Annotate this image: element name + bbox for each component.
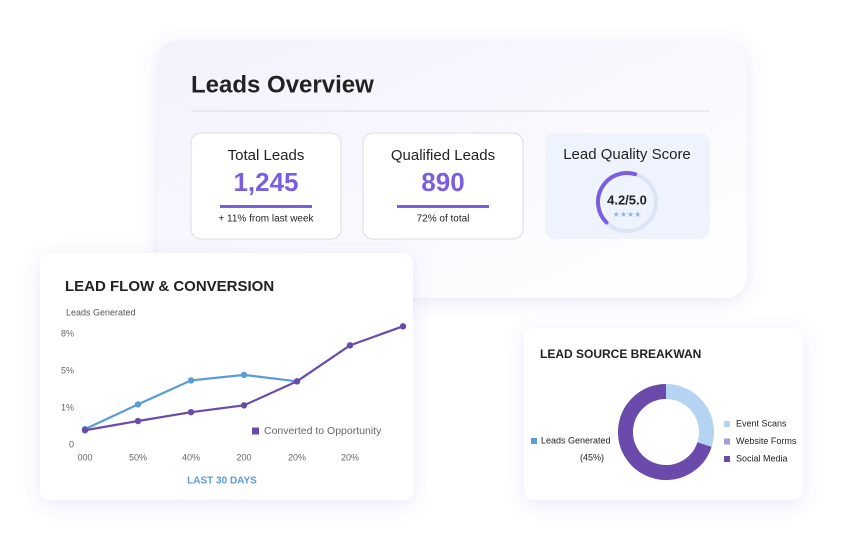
- overview-title: Leads Overview: [191, 71, 374, 98]
- x-tick-label: 40%: [182, 452, 200, 462]
- stat-underline: [220, 205, 312, 208]
- y-tick-label: 8%: [61, 329, 74, 339]
- donut-segment: [618, 384, 712, 480]
- point: [187, 377, 195, 384]
- point: [134, 401, 142, 408]
- point: [240, 402, 248, 409]
- y-axis-label: Leads Generated: [66, 307, 136, 317]
- legend-label: Event Scans: [736, 418, 787, 428]
- score-label: Lead Quality Score: [563, 146, 691, 163]
- legend-swatch: [724, 438, 730, 445]
- stat-card: [362, 132, 524, 240]
- stat-value: 890: [421, 167, 464, 197]
- stat-label: Qualified Leads: [391, 147, 495, 164]
- x-axis-label: LAST 30 DAYS: [187, 476, 257, 487]
- point: [134, 417, 142, 425]
- x-tick-label: 20%: [341, 452, 359, 462]
- point: [293, 378, 301, 385]
- point: [187, 408, 195, 416]
- stat-card: [190, 132, 342, 240]
- legend-label: Converted to Opportunity: [264, 425, 382, 437]
- legend-swatch: [252, 427, 259, 435]
- legend-label: Website Forms: [736, 436, 797, 446]
- legend-label: Social Media: [736, 453, 788, 463]
- donut-segment: [665, 384, 714, 447]
- callout-label: Leads Generated: [541, 435, 611, 445]
- stat-underline: [397, 205, 489, 208]
- x-tick-label: 50%: [129, 452, 147, 462]
- point: [346, 342, 354, 349]
- gauge-arc: [596, 171, 638, 225]
- callout-swatch: [531, 438, 537, 444]
- point: [240, 371, 248, 379]
- x-tick-label: 20%: [288, 452, 306, 462]
- donut-card: [524, 328, 803, 500]
- stat-label: Total Leads: [228, 147, 305, 164]
- score-card: [545, 133, 710, 239]
- stat-note: + 11% from last week: [218, 214, 314, 225]
- stat-note: 72% of total: [417, 214, 470, 225]
- x-tick-label: 200: [236, 452, 251, 462]
- score-stars: ★★★★: [613, 210, 642, 219]
- callout-value: (45%): [580, 452, 604, 462]
- score-value: 4.2/5.0: [607, 192, 647, 207]
- point: [399, 323, 407, 330]
- legend-swatch: [724, 421, 730, 427]
- y-tick-label: 0: [69, 439, 74, 449]
- chart-title: LEAD FLOW & CONVERSION: [65, 278, 274, 295]
- point: [81, 427, 89, 434]
- chart-title: LEAD SOURCE BREAKWAN: [540, 347, 701, 361]
- stat-value: 1,245: [233, 167, 298, 197]
- legend-swatch: [724, 456, 730, 462]
- y-tick-label: 5%: [61, 366, 74, 376]
- x-tick-label: 000: [77, 452, 92, 462]
- y-tick-label: 1%: [61, 402, 74, 412]
